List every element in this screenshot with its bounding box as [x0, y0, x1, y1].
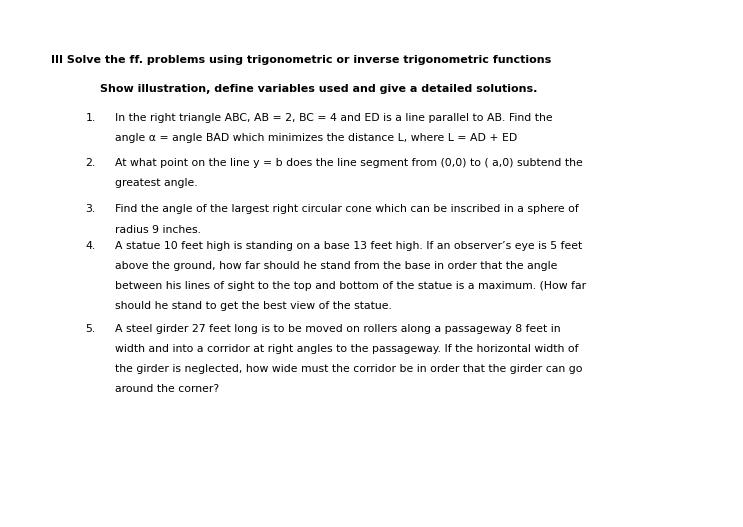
- Text: width and into a corridor at right angles to the passageway. If the horizontal w: width and into a corridor at right angle…: [115, 344, 579, 354]
- Text: radius 9 inches.: radius 9 inches.: [115, 225, 201, 235]
- Text: 1.: 1.: [85, 113, 96, 123]
- Text: between his lines of sight to the top and bottom of the statue is a maximum. (Ho: between his lines of sight to the top an…: [115, 281, 586, 291]
- Text: angle α = angle BAD which minimizes the distance L, where L = AD + ED: angle α = angle BAD which minimizes the …: [115, 133, 517, 143]
- Text: 5.: 5.: [85, 324, 96, 334]
- Text: In the right triangle ABC, AB = 2, BC = 4 and ED is a line parallel to AB. Find : In the right triangle ABC, AB = 2, BC = …: [115, 113, 553, 123]
- Text: Show illustration, define variables used and give a detailed solutions.: Show illustration, define variables used…: [100, 84, 538, 94]
- Text: around the corner?: around the corner?: [115, 384, 219, 394]
- Text: III Solve the ff. problems using trigonometric or inverse trigonometric function: III Solve the ff. problems using trigono…: [51, 55, 551, 65]
- Text: above the ground, how far should he stand from the base in order that the angle: above the ground, how far should he stan…: [115, 261, 557, 271]
- Text: greatest angle.: greatest angle.: [115, 178, 198, 188]
- Text: A steel girder 27 feet long is to be moved on rollers along a passageway 8 feet : A steel girder 27 feet long is to be mov…: [115, 324, 561, 334]
- Text: 4.: 4.: [85, 241, 96, 251]
- Text: should he stand to get the best view of the statue.: should he stand to get the best view of …: [115, 301, 392, 311]
- Text: At what point on the line y = b does the line segment from (0,0) to ( a,0) subte: At what point on the line y = b does the…: [115, 158, 583, 168]
- Text: the girder is neglected, how wide must the corridor be in order that the girder : the girder is neglected, how wide must t…: [115, 364, 583, 374]
- Text: Find the angle of the largest right circular cone which can be inscribed in a sp: Find the angle of the largest right circ…: [115, 204, 579, 214]
- Text: 2.: 2.: [85, 158, 96, 168]
- Text: 3.: 3.: [85, 204, 96, 214]
- Text: A statue 10 feet high is standing on a base 13 feet high. If an observer’s eye i: A statue 10 feet high is standing on a b…: [115, 241, 583, 251]
